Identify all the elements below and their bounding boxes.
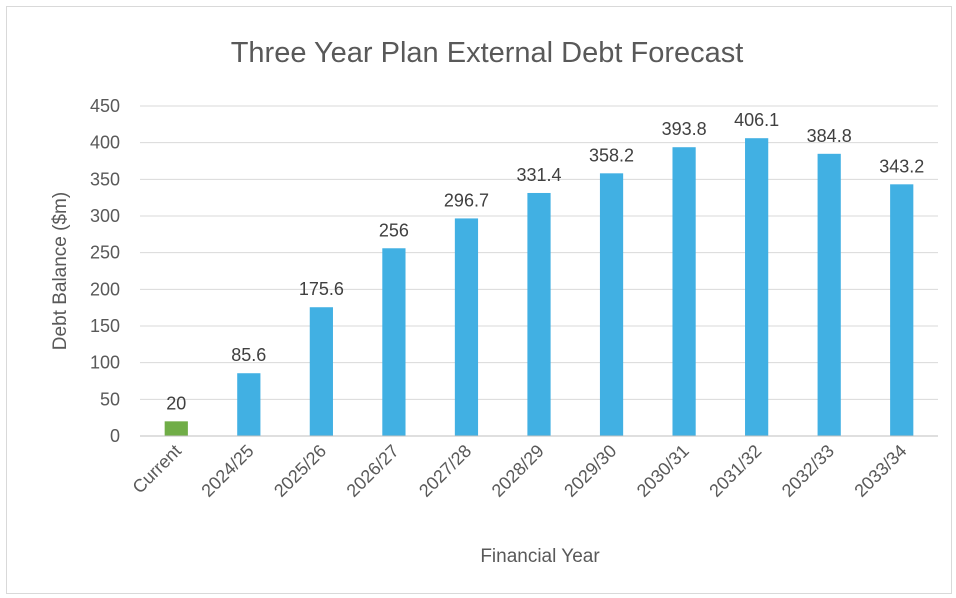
x-tick-label: 2031/32	[705, 441, 765, 501]
bar-2030-31	[672, 147, 696, 437]
y-tick-label: 350	[90, 169, 120, 189]
data-labels: 20 85.6 175.6 256 296.7 331.4 358.2 393.8 406.1 3…	[166, 110, 924, 413]
x-tick-label: Current	[129, 441, 186, 498]
y-tick-label: 50	[100, 389, 120, 409]
x-tick-label: 2025/26	[270, 441, 330, 501]
x-axis-title: Financial Year	[480, 546, 600, 567]
data-label: 296.7	[444, 190, 489, 210]
data-label: 393.8	[662, 119, 707, 139]
x-axis-ticks: Current 2024/25 2025/26 2026/27 2027/28 2028/…	[129, 441, 911, 501]
data-label: 331.4	[516, 165, 561, 185]
bar-2029-30	[599, 173, 624, 436]
y-tick-label: 200	[90, 279, 120, 299]
y-tick-label: 300	[90, 206, 120, 226]
bar-2027-28	[454, 218, 479, 436]
y-tick-label: 0	[110, 426, 120, 446]
y-tick-label: 250	[90, 243, 120, 263]
y-tick-label: 150	[90, 316, 120, 336]
y-tick-label: 400	[90, 133, 120, 153]
x-tick-label: 2029/30	[560, 441, 620, 501]
data-label: 406.1	[734, 110, 779, 130]
data-label: 256	[379, 220, 409, 240]
chart-frame	[6, 6, 952, 594]
data-label: 358.2	[589, 145, 634, 165]
y-axis-title: Debt Balance ($m)	[50, 192, 71, 350]
x-tick-label: 2026/27	[343, 441, 403, 501]
bar-2033-34	[890, 184, 914, 436]
x-tick-label: 2028/29	[488, 441, 548, 501]
bar-current	[164, 421, 188, 436]
data-label: 343.2	[879, 156, 924, 176]
bar-2032-33	[817, 153, 841, 436]
bar-2026-27	[382, 248, 406, 436]
y-tick-label: 100	[90, 353, 120, 373]
bars	[164, 138, 914, 437]
bar-2025-26	[309, 307, 333, 436]
y-axis-ticks: 0 50 100 150 200 250 300 350 400 450	[90, 96, 120, 446]
bar-2031-32	[745, 138, 769, 436]
x-tick-label: 2024/25	[197, 441, 257, 501]
bar-2028-29	[527, 192, 551, 436]
x-tick-label: 2027/28	[415, 441, 475, 501]
data-label: 384.8	[807, 126, 852, 146]
x-tick-label: 2033/34	[850, 441, 910, 501]
data-label: 20	[166, 393, 186, 413]
data-label: 85.6	[231, 345, 266, 365]
y-tick-label: 450	[90, 96, 120, 116]
bar-2024-25	[237, 373, 261, 436]
data-label: 175.6	[299, 279, 344, 299]
x-tick-label: 2030/31	[633, 441, 693, 501]
chart-title: Three Year Plan External Debt Forecast	[231, 37, 744, 69]
x-tick-label: 2032/33	[778, 441, 838, 501]
